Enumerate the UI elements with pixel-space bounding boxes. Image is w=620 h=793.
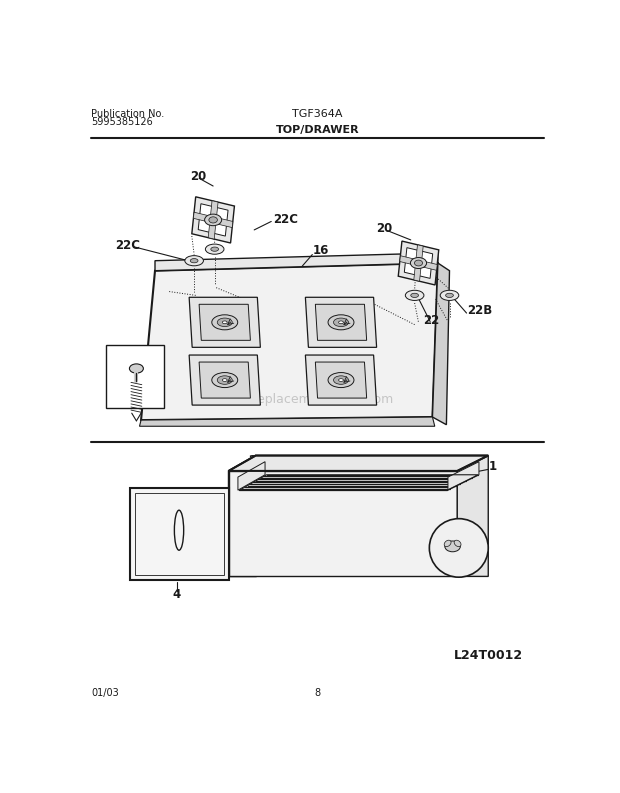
Polygon shape — [210, 201, 218, 220]
Text: 22C: 22C — [273, 213, 299, 226]
Polygon shape — [306, 297, 376, 347]
Polygon shape — [404, 247, 433, 278]
Ellipse shape — [328, 315, 354, 330]
Text: Publication No.: Publication No. — [92, 109, 165, 120]
Ellipse shape — [445, 541, 460, 552]
Text: 7: 7 — [452, 561, 459, 572]
Polygon shape — [398, 241, 439, 285]
Polygon shape — [433, 263, 450, 425]
Ellipse shape — [414, 260, 423, 266]
Text: 88: 88 — [112, 350, 126, 360]
Polygon shape — [198, 204, 228, 236]
Ellipse shape — [205, 244, 224, 255]
Polygon shape — [199, 305, 250, 340]
Text: 01/03: 01/03 — [92, 688, 119, 698]
Ellipse shape — [217, 376, 232, 385]
Ellipse shape — [205, 214, 222, 226]
Polygon shape — [199, 362, 250, 398]
Polygon shape — [140, 417, 435, 427]
Text: 22: 22 — [423, 313, 440, 327]
Ellipse shape — [212, 373, 237, 388]
FancyBboxPatch shape — [106, 345, 164, 408]
Text: TGF364A: TGF364A — [293, 109, 343, 120]
Text: 22C: 22C — [115, 239, 140, 252]
Text: 16: 16 — [312, 244, 329, 257]
Ellipse shape — [223, 379, 227, 381]
Circle shape — [429, 519, 489, 577]
Polygon shape — [415, 245, 423, 264]
Ellipse shape — [223, 321, 227, 324]
Text: 5995385126: 5995385126 — [92, 117, 153, 127]
Polygon shape — [414, 262, 422, 282]
Polygon shape — [130, 488, 229, 580]
Polygon shape — [229, 455, 255, 577]
Ellipse shape — [212, 315, 237, 330]
Text: 4: 4 — [172, 588, 181, 600]
Ellipse shape — [328, 373, 354, 388]
Ellipse shape — [209, 216, 218, 223]
Ellipse shape — [410, 293, 418, 297]
Text: L24T0012: L24T0012 — [454, 649, 523, 662]
Ellipse shape — [339, 321, 343, 324]
Ellipse shape — [454, 540, 461, 546]
Ellipse shape — [410, 258, 427, 269]
Text: 22B: 22B — [467, 305, 492, 317]
Ellipse shape — [211, 247, 219, 251]
Polygon shape — [208, 219, 216, 239]
Ellipse shape — [190, 259, 198, 262]
Text: TOP/DRAWER: TOP/DRAWER — [276, 125, 360, 135]
Polygon shape — [238, 462, 265, 490]
Polygon shape — [213, 216, 233, 228]
Polygon shape — [316, 305, 366, 340]
Ellipse shape — [339, 379, 343, 381]
Polygon shape — [306, 355, 376, 405]
Text: 2: 2 — [248, 454, 256, 466]
Text: 20: 20 — [190, 170, 206, 182]
Text: 1: 1 — [489, 460, 497, 473]
Ellipse shape — [130, 364, 143, 374]
Ellipse shape — [440, 290, 459, 301]
Polygon shape — [189, 355, 260, 405]
Polygon shape — [155, 253, 438, 270]
Ellipse shape — [334, 376, 348, 385]
Polygon shape — [189, 297, 260, 347]
Polygon shape — [418, 260, 437, 270]
Polygon shape — [229, 455, 489, 471]
Ellipse shape — [185, 255, 203, 266]
Polygon shape — [141, 263, 438, 420]
Text: 20: 20 — [376, 222, 392, 235]
Polygon shape — [316, 362, 366, 398]
Ellipse shape — [446, 293, 453, 297]
Polygon shape — [400, 255, 419, 266]
Polygon shape — [458, 455, 489, 577]
Ellipse shape — [405, 290, 424, 301]
Polygon shape — [448, 462, 479, 490]
Ellipse shape — [217, 318, 232, 327]
Ellipse shape — [334, 318, 348, 327]
Polygon shape — [193, 213, 213, 223]
Text: eReplacementParts.com: eReplacementParts.com — [242, 393, 394, 406]
Polygon shape — [229, 471, 458, 577]
Polygon shape — [192, 197, 234, 243]
Ellipse shape — [444, 540, 451, 546]
Text: 8: 8 — [315, 688, 321, 698]
